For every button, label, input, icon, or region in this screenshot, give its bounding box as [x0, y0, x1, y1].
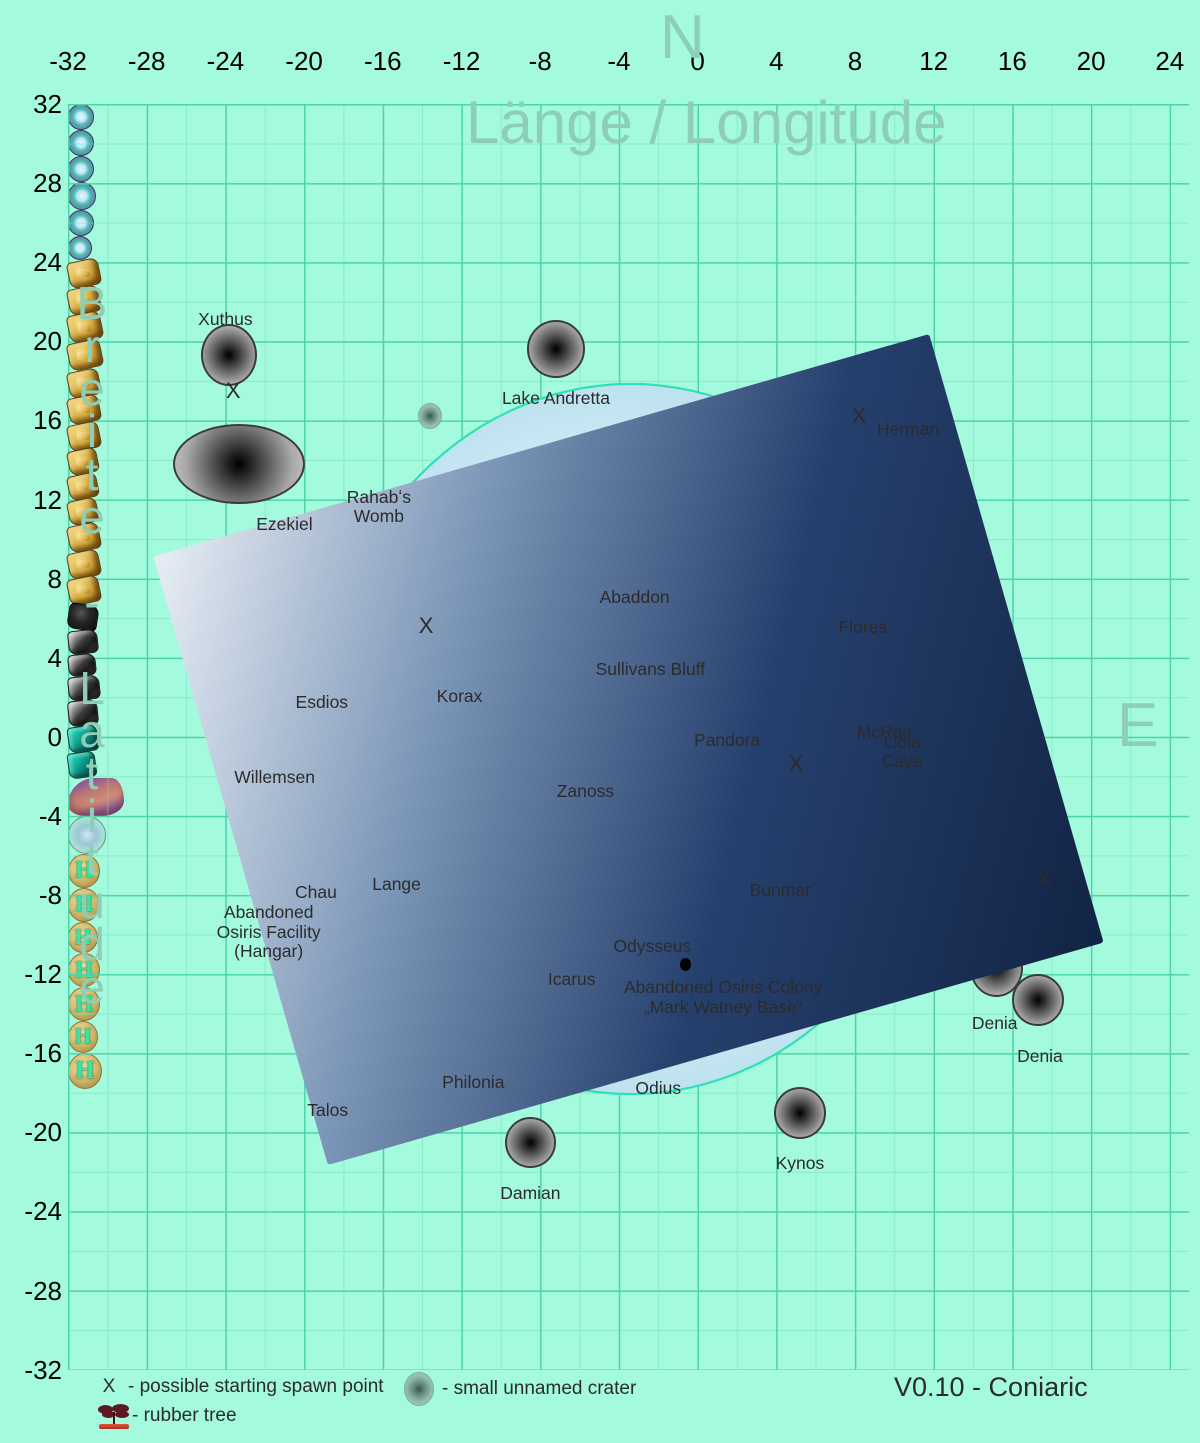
small-crater-0: [418, 403, 443, 430]
label-flores: Flores: [838, 617, 888, 638]
y-tick-28: 28: [33, 168, 62, 199]
x-tick--12: -12: [442, 46, 481, 76]
ice-crystal-6: [68, 236, 92, 260]
label-xuthus: Xuthus: [198, 308, 253, 329]
y-tick-16: 16: [33, 405, 62, 436]
crater-denia: [1011, 973, 1064, 1026]
label-denia-2: Denia: [1017, 1046, 1063, 1067]
crater-kynos: [773, 1086, 826, 1139]
longitude-watermark: Länge / Longitude: [466, 89, 947, 156]
label-willemsen: Willemsen: [234, 767, 315, 788]
y-tick--12: -12: [24, 959, 62, 990]
colony-marker-dot: [680, 957, 692, 971]
y-tick--24: -24: [24, 1196, 62, 1227]
legend-row-spawn: X - possible starting spawn point: [96, 1372, 384, 1401]
label-talos: Talos: [307, 1099, 349, 1120]
legend-spawn-text: - possible starting spawn point: [128, 1375, 384, 1397]
y-tick-0: 0: [47, 721, 62, 752]
x-tick-4: 4: [769, 46, 784, 76]
ice-crystal-5: [68, 210, 94, 236]
y-tick-20: 20: [33, 326, 62, 357]
label-esdios: Esdios: [295, 692, 349, 713]
y-tick--32: -32: [24, 1354, 62, 1385]
label-odius: Odius: [635, 1077, 682, 1098]
y-tick-12: 12: [33, 484, 62, 515]
small-crater-icon: [404, 1372, 434, 1406]
x-tick-24: 24: [1155, 46, 1185, 76]
x-tick-12: 12: [919, 46, 949, 76]
legend-spawn-symbol: X: [102, 1375, 116, 1397]
label-lange: Lange: [372, 874, 421, 895]
map-features-layer: H H H H H H H X X X X X Xuthus Ezekiel Rahabʻs Womb Lak…: [65, 104, 1189, 1202]
y-tick-4: 4: [47, 642, 62, 673]
rubber-tree-icon: [96, 1403, 132, 1429]
spawn-point-x: X: [1036, 866, 1052, 892]
x-tick--20: -20: [285, 46, 323, 76]
label-sullivans-bluff: Sullivans Bluff: [595, 658, 706, 679]
label-denia-1: Denia: [971, 1012, 1018, 1033]
legend-row-tree: - rubber tree: [96, 1401, 384, 1430]
legend-crater-text: - small unnamed crater: [442, 1378, 637, 1399]
x-tick-8: 8: [847, 46, 863, 76]
label-zanoss: Zanoss: [556, 781, 615, 802]
label-bunmar: Bunmar: [749, 880, 811, 901]
label-korax: Korax: [436, 686, 483, 707]
label-herman: Herman: [876, 419, 940, 440]
crater-ezekiel: [173, 423, 306, 504]
ice-crystal-4: [68, 182, 96, 210]
label-kynos: Kynos: [775, 1153, 825, 1174]
crater-xuthus: [201, 324, 258, 387]
spawn-point-x: X: [225, 377, 241, 403]
label-abandoned-osiris-facility: Abandoned Osiris Facility (Hangar): [216, 901, 321, 962]
spawn-point-x: X: [788, 751, 804, 777]
y-tick--28: -28: [24, 1275, 62, 1306]
ice-crystal-3: [68, 156, 94, 182]
spawn-point-x: X: [851, 403, 867, 429]
label-mcrae: McRae: [856, 721, 913, 742]
label-chau: Chau: [294, 882, 337, 903]
label-abaddon: Abaddon: [599, 587, 670, 608]
shelter-icon: H: [68, 1020, 98, 1053]
label-lake-andretta: Lake Andretta: [501, 387, 610, 408]
x-tick--16: -16: [364, 46, 402, 76]
ice-crystal-2: [68, 130, 94, 156]
label-abandoned-osiris-colony: Abandoned Osiris Colony „Mark Watney Bas…: [623, 977, 823, 1017]
x-tick--28: -28: [127, 46, 166, 76]
y-tick--16: -16: [24, 1038, 62, 1069]
crater-lake-andretta: [526, 320, 585, 379]
x-tick--8: -8: [528, 46, 552, 76]
version-label: V0.10 - Coniaric: [894, 1372, 1088, 1402]
y-tick-8: 8: [47, 563, 62, 594]
legend: X - possible starting spawn point - rubb…: [96, 1372, 384, 1430]
legend-tree-text: - rubber tree: [132, 1404, 237, 1426]
x-tick-0: 0: [690, 46, 705, 76]
north-marker: N: [660, 3, 705, 72]
y-tick--20: -20: [24, 1117, 62, 1148]
east-marker: E: [1117, 691, 1159, 760]
shelter-icon: H: [68, 1052, 102, 1089]
y-tick--4: -4: [38, 800, 62, 831]
x-tick-20: 20: [1076, 46, 1106, 76]
label-pandora: Pandora: [694, 729, 761, 750]
x-tick--24: -24: [206, 46, 245, 76]
x-tick-16: 16: [997, 46, 1027, 76]
x-tick--32: -32: [49, 46, 87, 76]
label-philonia: Philonia: [442, 1071, 505, 1092]
label-rahabs-womb: Rahabʻs Womb: [346, 486, 411, 527]
spawn-point-x: X: [418, 613, 434, 639]
label-icarus: Icarus: [547, 969, 596, 990]
map-canvas: H H H H H H H X X X X X Xuthus Ezekiel Rahabʻs Womb Lak…: [65, 104, 1189, 1370]
ice-crystal-0: [68, 104, 94, 130]
label-odysseus: Odysseus: [613, 935, 692, 956]
label-damian: Damian: [500, 1182, 561, 1203]
y-tick-32: 32: [33, 89, 62, 119]
legend-row-crater: - small unnamed crater: [404, 1372, 636, 1406]
x-tick--4: -4: [607, 46, 631, 76]
y-tick-24: 24: [33, 247, 62, 278]
label-ezekiel: Ezekiel: [256, 514, 313, 535]
label-lidia-cave: Lidia Cave: [881, 731, 923, 772]
crater-damian: [504, 1116, 556, 1168]
y-tick--8: -8: [38, 880, 62, 910]
